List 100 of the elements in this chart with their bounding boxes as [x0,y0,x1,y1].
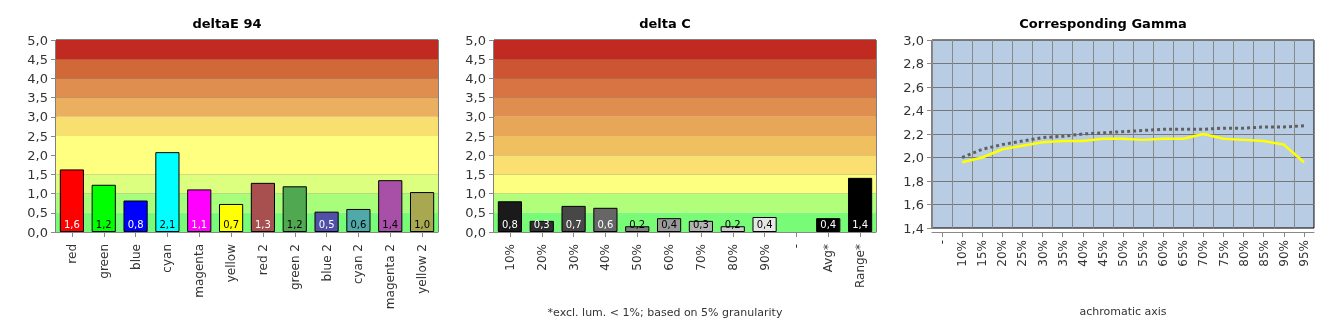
x-tick-label: 65% [1176,240,1191,267]
data-label: 1,2 [286,218,303,230]
x-tick-label: 10% [955,240,970,267]
x-tick-label: 85% [1256,240,1271,267]
x-tick-label: 25% [1015,240,1030,267]
data-label: 0,4 [820,218,837,230]
chart-title: Corresponding Gamma [1019,16,1187,31]
bar [314,211,339,232]
y-tick-label: 3,5 [465,90,486,106]
x-tick-label: 70% [1196,240,1211,267]
y-tick-label: 2,5 [27,128,48,144]
x-tick-label: 30% [1035,240,1050,267]
x-tick-label: 20% [995,240,1010,267]
bar [250,182,276,232]
x-tick-label: 40% [598,244,613,271]
y-tick-label: 1,8 [903,173,924,189]
x-tick-label: 20% [534,244,549,271]
data-label: 0,5 [318,218,335,230]
y-tick-label: 4,5 [27,51,48,67]
data-label: 1,3 [254,218,271,230]
data-label: 0,4 [661,218,678,230]
data-label: 0,8 [127,218,144,230]
x-tick-label: 75% [1216,240,1231,267]
bar [378,180,403,232]
x-tick-label: - [935,240,950,245]
bar [409,192,435,232]
x-tick-label: 40% [1075,240,1090,267]
chart-title: delta C [639,16,691,31]
x-tick-label: green 2 [287,244,302,291]
y-tick-label: 5,0 [27,32,48,48]
x-tick-label: 15% [975,240,990,267]
y-tick-label: 0,0 [465,224,486,240]
x-tick-label: 90% [757,244,772,271]
x-tick-label: 45% [1095,240,1110,267]
y-tick-label: 4,0 [465,70,486,86]
data-label: 1,1 [191,218,208,230]
y-tick-label: 1,0 [465,186,486,202]
x-tick-label: 60% [1156,240,1171,267]
x-tick-label: blue 2 [319,244,334,282]
y-tick-label: 4,5 [465,51,486,67]
y-tick-label: 5,0 [465,32,486,48]
chart-title: deltaE 94 [192,16,262,31]
x-tick-label: red 2 [255,244,270,276]
x-tick-label: cyan [160,244,175,273]
x-tick-label: Avg* [821,244,836,273]
x-tick-label: yellow 2 [415,244,430,294]
x-tick-label: 30% [566,244,581,271]
data-label: 2,1 [159,218,176,230]
data-label: 1,4 [382,218,399,230]
bar [155,152,180,232]
y-tick-label: 1,0 [27,186,48,202]
y-tick-label: 2,4 [903,103,924,118]
y-tick-label: 3,5 [27,90,48,106]
bar [561,205,586,232]
data-label: 1,2 [95,218,112,230]
x-tick-label: magenta 2 [383,244,398,310]
y-tick-label: 2,0 [465,147,486,163]
x-tick-label: 80% [725,244,740,271]
data-label: 0,3 [692,218,709,230]
line-series [960,124,1306,159]
bar [59,169,85,232]
y-tick-label: 1,5 [465,166,486,182]
data-label: 0,8 [501,218,518,230]
y-tick-label: 3,0 [903,32,924,48]
data-label: 0,7 [565,218,582,230]
x-tick-label: blue [128,244,143,270]
y-tick-label: 3,0 [27,109,48,125]
data-label: 0,4 [756,218,773,230]
text: *excl. lum. < 1%; based on 5% granularity [547,306,783,319]
x-tick-label: cyan 2 [351,244,366,285]
data-label: 0,7 [223,218,240,230]
y-tick-label: 0,0 [27,224,48,240]
bar [847,177,873,232]
x-tick-label: 80% [1236,240,1251,267]
x-tick-label: green [96,244,111,279]
data-label: 0,6 [350,218,367,230]
bar [218,203,244,232]
x-tick-label: yellow [224,243,239,283]
data-label: 1,4 [852,218,869,230]
x-tick-label: red [64,244,79,264]
data-label: 0,6 [597,218,614,230]
bar [282,186,307,232]
data-label: 0,3 [533,218,550,230]
y-tick-label: 2,8 [903,56,924,71]
y-tick-label: 4,0 [27,70,48,86]
y-tick-label: 2,6 [903,79,924,95]
x-tick-label: 55% [1136,240,1151,267]
data-label: 1,6 [63,218,80,230]
y-tick-label: 2,2 [903,126,924,142]
x-tick-label: 70% [693,244,708,271]
x-tick-label: 10% [502,244,517,271]
x-tick-label: 90% [1276,240,1291,267]
y-tick-label: 2,0 [903,150,924,165]
x-tick-label: magenta [192,244,207,298]
y-tick-label: 0,5 [465,205,486,221]
x-tick-label: 95% [1296,240,1311,267]
bar [123,200,148,232]
bar [187,189,212,232]
y-tick-label: 1,4 [903,220,924,236]
y-tick-label: 1,6 [903,197,924,212]
